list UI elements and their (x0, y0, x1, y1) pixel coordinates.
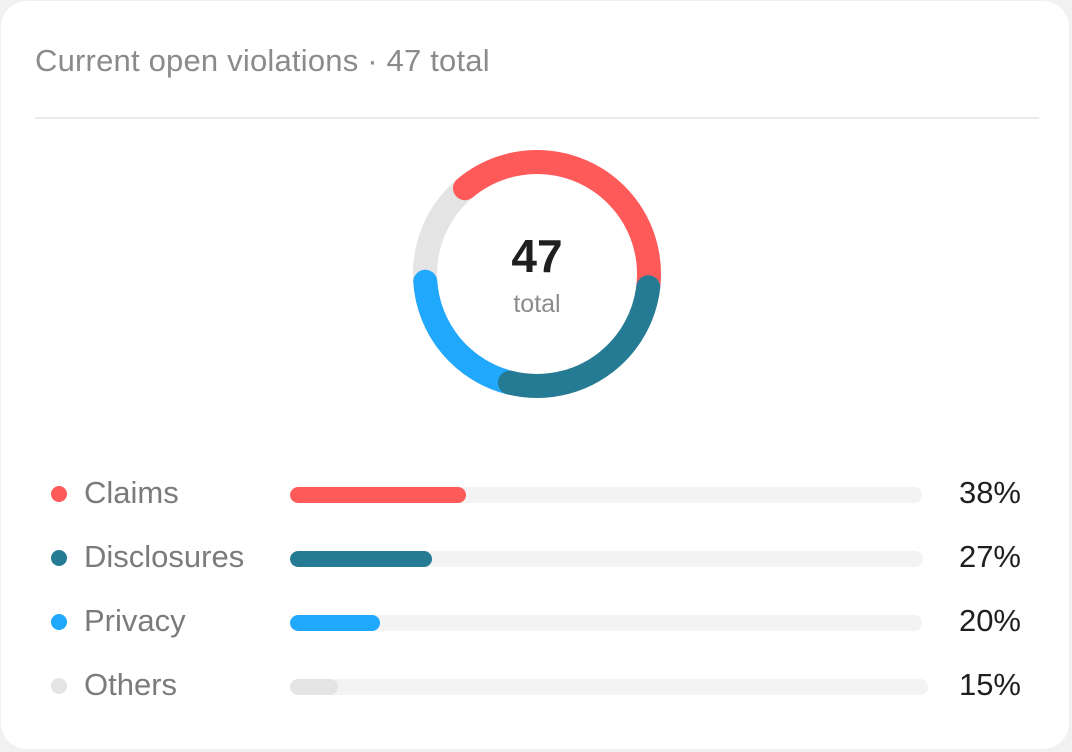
legend-label-privacy: Privacy (84, 603, 186, 638)
legend-value-claims: 38% (958, 475, 1021, 510)
donut-center-label: total (513, 290, 560, 318)
bar-track-privacy (290, 615, 922, 631)
bar-fill-privacy (290, 615, 380, 631)
legend-row-privacy: Privacy 20% (1, 602, 1069, 642)
card-title: Current open violations · 47 total (35, 43, 490, 78)
legend-value-privacy: 20% (958, 603, 1021, 638)
legend-row-claims: Claims 38% (1, 474, 1069, 514)
bar-fill-others (290, 679, 338, 695)
legend-row-disclosures: Disclosures 27% (1, 538, 1069, 578)
legend-dot-privacy (51, 614, 67, 630)
bar-fill-claims (290, 487, 466, 503)
legend-dot-disclosures (51, 550, 67, 566)
donut-segment-disclosures (413, 150, 661, 398)
bar-track-claims (290, 487, 922, 503)
bar-track-disclosures (290, 551, 923, 567)
legend-label-disclosures: Disclosures (84, 539, 245, 574)
divider (35, 117, 1039, 119)
donut-segment-claims (413, 150, 661, 398)
bar-track-others (290, 679, 928, 695)
donut-center-value: 47 (511, 230, 562, 282)
legend-value-others: 15% (958, 667, 1021, 702)
legend-dot-others (51, 678, 67, 694)
legend-label-claims: Claims (84, 475, 179, 510)
legend-dot-claims (51, 486, 67, 502)
legend-row-others: Others 15% (1, 666, 1069, 706)
bar-fill-disclosures (290, 551, 432, 567)
legend-value-disclosures: 27% (958, 539, 1021, 574)
donut-chart: 47 total (413, 150, 661, 398)
legend-label-others: Others (84, 667, 178, 702)
